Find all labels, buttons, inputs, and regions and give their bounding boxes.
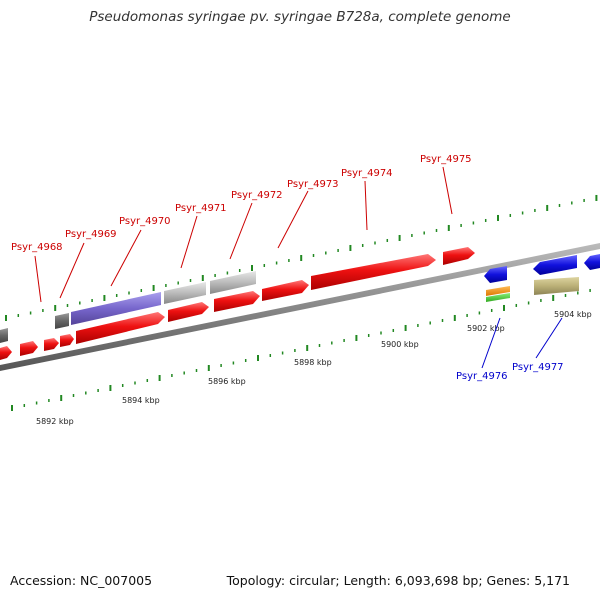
genome-backbone: [0, 243, 600, 371]
gene-arrow[interactable]: [443, 247, 475, 265]
tick-label: 5894 kbp: [122, 396, 160, 405]
tick-marks-inner: [11, 288, 591, 411]
gene-label-psyr-4976[interactable]: Psyr_4976: [456, 371, 508, 382]
gene-label-psyr-4969[interactable]: Psyr_4969: [65, 229, 117, 240]
tick-marks-outer: [5, 194, 598, 321]
upper-gene-track: [0, 247, 475, 343]
gene-arrow[interactable]: [533, 255, 577, 275]
gene-label-psyr-4970[interactable]: Psyr_4970: [119, 216, 171, 227]
gene-arrow[interactable]: [0, 346, 12, 360]
gene-label-psyr-4973[interactable]: Psyr_4973: [287, 179, 339, 190]
gene-arrow[interactable]: [210, 271, 256, 294]
gene-arrow[interactable]: [76, 312, 165, 344]
gene-arrow[interactable]: [71, 292, 161, 325]
tick-label: 5892 kbp: [36, 417, 74, 426]
gene-label-leaders: [34, 166, 563, 369]
tick-label: 5898 kbp: [294, 358, 332, 367]
gene-label-psyr-4968[interactable]: Psyr_4968: [11, 242, 63, 253]
gene-arrow[interactable]: [168, 302, 209, 322]
gene-arrow[interactable]: [44, 338, 59, 351]
gene-arrow[interactable]: [164, 282, 206, 304]
lower-gene-track: [0, 280, 309, 360]
gene-arrow[interactable]: [486, 293, 510, 302]
gene-label-psyr-4977[interactable]: Psyr_4977: [512, 362, 564, 373]
tick-label: 5902 kbp: [467, 324, 505, 333]
genome-summary-text: Topology: circular; Length: 6,093,698 bp…: [226, 573, 570, 588]
gene-arrow[interactable]: [60, 334, 74, 347]
gene-label-psyr-4972[interactable]: Psyr_4972: [231, 190, 283, 201]
gene-arrow[interactable]: [534, 277, 579, 295]
gene-arrow[interactable]: [0, 328, 8, 343]
gene-label-psyr-4974[interactable]: Psyr_4974: [341, 168, 393, 179]
gene-arrow[interactable]: [584, 254, 600, 270]
accession-text: Accession: NC_007005: [10, 573, 153, 588]
gene-label-psyr-4975[interactable]: Psyr_4975: [420, 154, 472, 165]
gene-label-psyr-4971[interactable]: Psyr_4971: [175, 203, 227, 214]
gene-arrow[interactable]: [55, 313, 69, 329]
gene-arrow[interactable]: [214, 291, 260, 312]
tick-label: 5900 kbp: [381, 340, 419, 349]
gene-arrow[interactable]: [486, 286, 510, 296]
gene-arrow[interactable]: [20, 341, 38, 356]
tick-label: 5896 kbp: [208, 377, 246, 386]
gene-arrow[interactable]: [484, 266, 507, 283]
tick-label: 5904 kbp: [554, 310, 592, 319]
reverse-gene-track: [484, 254, 600, 302]
gene-arrow[interactable]: [311, 254, 436, 290]
genome-title: Pseudomonas syringae pv. syringae B728a,…: [89, 9, 511, 25]
gene-arrow[interactable]: [262, 280, 309, 301]
